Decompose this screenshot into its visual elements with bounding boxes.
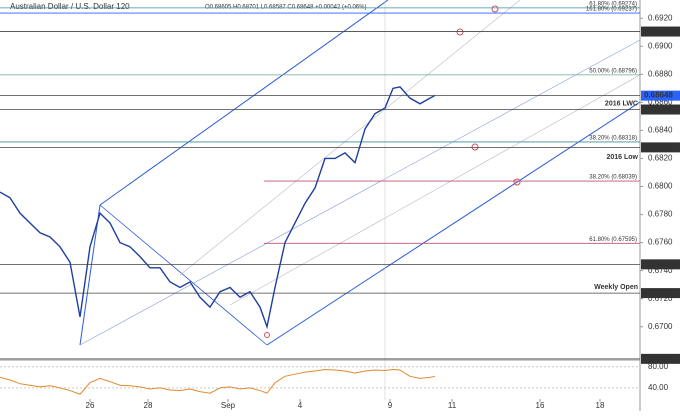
price-badge	[641, 353, 680, 364]
y-tick-label: 0.6760	[648, 238, 673, 247]
level-label: 0.67240	[644, 288, 673, 297]
y-tick-label: 0.6780	[648, 210, 673, 219]
level-label: 0.69105	[644, 27, 673, 36]
x-tick-label: 16	[536, 401, 545, 410]
y-tick-label: 0.6800	[648, 182, 673, 191]
pitchfork-line	[266, 101, 641, 346]
price-badge	[641, 90, 680, 101]
level-label: 0.68549	[644, 105, 673, 114]
y-tick-label: 0.6700	[648, 322, 673, 331]
y-tick-label: 0.6720	[648, 294, 673, 303]
price-badge	[641, 259, 680, 270]
level-label: 0.68279	[644, 142, 673, 151]
x-tick-label: 26	[86, 401, 95, 410]
x-tick-label: 11	[448, 401, 457, 410]
x-tick-label: 9	[388, 401, 393, 410]
y-tick-label: 0.6920	[648, 13, 673, 22]
level-note: 2016 LWC	[605, 100, 638, 107]
rsi-tick-label: 80.00	[648, 362, 669, 371]
fib-label: 61.80% (0.69274)	[589, 1, 637, 7]
level-note: Weekly Open	[594, 284, 638, 291]
pitchfork-line	[179, 0, 521, 276]
x-tick-label: 28	[144, 401, 153, 410]
price-badge	[641, 104, 680, 115]
y-tick-label: 0.6820	[648, 154, 673, 163]
pitchfork-line	[79, 204, 101, 346]
price-badge	[641, 26, 680, 37]
chart-title: Australian Dollar / U.S. Dollar 120	[10, 2, 130, 11]
level-note: 2016 Low	[606, 154, 638, 161]
rsi-line	[0, 368, 436, 395]
handle	[456, 28, 464, 36]
level-label: 0.67445	[644, 259, 673, 268]
handle	[491, 5, 499, 13]
pitchfork-line	[99, 0, 389, 206]
pitchfork	[79, 0, 641, 400]
price-badge	[641, 288, 680, 299]
price-badge	[641, 142, 680, 153]
y-tick-label: 0.6860	[648, 97, 673, 106]
level-label: 0.68648	[644, 91, 673, 100]
pitchfork-line	[229, 74, 641, 306]
level-label: 0.66771	[644, 354, 673, 363]
fib-label: 38.20% (0.68318)	[589, 135, 637, 141]
handle	[513, 178, 521, 186]
x-tick-label: Sep	[221, 401, 236, 410]
fib-label: 38.20% (0.68039)	[589, 175, 637, 181]
rsi-tick-label: 40.00	[648, 383, 669, 392]
y-tick-label: 0.6900	[648, 41, 673, 50]
fib-label: 50.00% (0.68796)	[589, 68, 637, 74]
fib-label: 161.80% (0.69237)	[586, 7, 637, 13]
pitchfork-line	[79, 39, 641, 346]
x-tick-label: 4	[298, 401, 303, 410]
fib-label: 61.80% (0.67595)	[589, 237, 637, 243]
pitchfork-line	[99, 204, 268, 346]
handle	[264, 332, 270, 338]
y-tick-label: 0.6740	[648, 266, 673, 275]
y-tick-label: 0.6880	[648, 69, 673, 78]
x-tick-label: 18	[596, 401, 605, 410]
price-line	[0, 86, 436, 330]
y-tick-label: 0.6840	[648, 126, 673, 135]
